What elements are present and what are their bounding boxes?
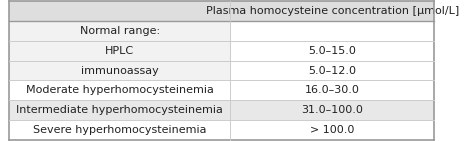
Bar <box>230 61 434 80</box>
Bar <box>9 61 230 80</box>
Bar <box>230 120 434 140</box>
Text: 5.0–12.0: 5.0–12.0 <box>308 66 356 75</box>
Text: Severe hyperhomocysteinemia: Severe hyperhomocysteinemia <box>33 125 207 135</box>
Bar <box>9 120 230 140</box>
Bar <box>230 21 434 41</box>
Bar <box>9 100 230 120</box>
Text: Moderate hyperhomocysteinemia: Moderate hyperhomocysteinemia <box>26 85 214 95</box>
Text: Intermediate hyperhomocysteinemia: Intermediate hyperhomocysteinemia <box>16 105 223 115</box>
Bar <box>230 1 434 21</box>
Text: HPLC: HPLC <box>105 46 134 56</box>
Bar <box>230 41 434 61</box>
Bar <box>230 100 434 120</box>
Text: 31.0–100.0: 31.0–100.0 <box>301 105 363 115</box>
Text: > 100.0: > 100.0 <box>310 125 355 135</box>
Bar <box>9 21 230 41</box>
Bar <box>9 41 230 61</box>
Text: 16.0–30.0: 16.0–30.0 <box>305 85 360 95</box>
Bar <box>9 1 230 21</box>
Text: Plasma homocysteine concentration [μmol/L]: Plasma homocysteine concentration [μmol/… <box>206 6 459 16</box>
Bar <box>9 80 230 100</box>
Bar <box>230 80 434 100</box>
Text: 5.0–15.0: 5.0–15.0 <box>308 46 356 56</box>
Text: Normal range:: Normal range: <box>80 26 160 36</box>
Text: immunoassay: immunoassay <box>81 66 159 75</box>
